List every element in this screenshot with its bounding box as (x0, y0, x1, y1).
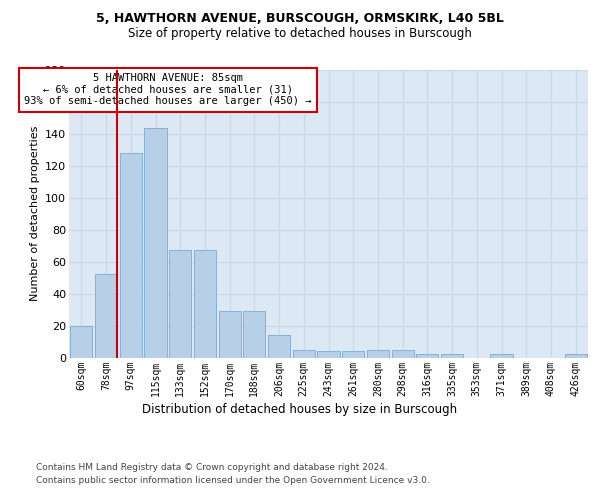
Bar (70, 326, 92, 358)
Bar (342, 351, 364, 358)
Text: Contains HM Land Registry data © Crown copyright and database right 2024.: Contains HM Land Registry data © Crown c… (36, 462, 388, 471)
Bar (317, 351, 340, 358)
Text: Size of property relative to detached houses in Burscough: Size of property relative to detached ho… (128, 28, 472, 40)
Bar (293, 350, 315, 358)
Text: Contains public sector information licensed under the Open Government Licence v3: Contains public sector information licen… (36, 476, 430, 485)
Bar (169, 250, 191, 358)
Bar (145, 128, 167, 358)
Bar (490, 354, 512, 358)
Bar (119, 153, 142, 358)
Bar (565, 354, 587, 358)
Bar (218, 311, 241, 358)
Text: Distribution of detached houses by size in Burscough: Distribution of detached houses by size … (142, 402, 458, 415)
Bar (367, 350, 389, 358)
Bar (392, 350, 414, 358)
Bar (194, 250, 216, 358)
Bar (268, 335, 290, 357)
Bar (441, 354, 463, 358)
Bar (416, 354, 439, 358)
Text: 5 HAWTHORN AVENUE: 85sqm
← 6% of detached houses are smaller (31)
93% of semi-de: 5 HAWTHORN AVENUE: 85sqm ← 6% of detache… (24, 73, 311, 106)
Text: 5, HAWTHORN AVENUE, BURSCOUGH, ORMSKIRK, L40 5BL: 5, HAWTHORN AVENUE, BURSCOUGH, ORMSKIRK,… (96, 12, 504, 26)
Bar (243, 311, 265, 358)
Y-axis label: Number of detached properties: Number of detached properties (29, 126, 40, 302)
Bar (95, 274, 117, 357)
